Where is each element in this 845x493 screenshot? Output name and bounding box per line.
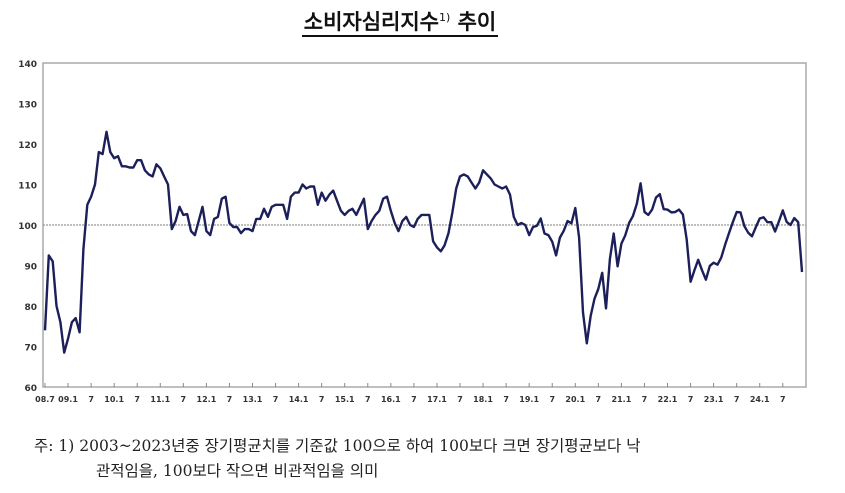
- x-tick-label: 7: [411, 395, 417, 404]
- x-tick-label: 7: [88, 395, 94, 404]
- series-line: [43, 130, 804, 354]
- x-tick-label: 7: [642, 395, 648, 404]
- x-tick-label: 16.1: [381, 395, 401, 404]
- y-tick-label: 130: [18, 101, 37, 111]
- x-tick-label: 11.1: [150, 395, 170, 404]
- footnote-line-1: 주: 1) 2003~2023년중 장기평균치를 기준값 100으로 하여 10…: [34, 437, 641, 455]
- x-tick-label: 7: [549, 395, 555, 404]
- x-tick-label: 7: [503, 395, 509, 404]
- title-suffix: 추이: [457, 10, 497, 34]
- x-tick-label: 19.1: [519, 395, 539, 404]
- x-tick-label: 7: [734, 395, 740, 404]
- chart-title: 소비자심리지수1) 추이: [0, 6, 800, 37]
- x-tick-label: 13.1: [243, 395, 263, 404]
- x-tick-label: 7: [365, 395, 371, 404]
- x-tick-label: 7: [688, 395, 694, 404]
- x-tick-label: 7: [227, 395, 233, 404]
- y-tick-label: 60: [24, 384, 37, 394]
- line-chart: 60 70 80 90 100 110 120 130 140 08.7 09.1 7 10.1 7 11.…: [18, 60, 807, 404]
- x-tick-label: 7: [596, 395, 602, 404]
- x-tick-label: 24.1: [750, 395, 770, 404]
- y-tick-label: 140: [18, 60, 37, 70]
- x-tick-label: 10.1: [104, 395, 124, 404]
- title-footnote-mark: 1): [439, 11, 451, 24]
- x-tick-label: 7: [134, 395, 140, 404]
- x-tick-label: 23.1: [704, 395, 724, 404]
- y-tick-label: 90: [24, 263, 37, 273]
- x-tick-label: 17.1: [427, 395, 447, 404]
- y-tick-label: 100: [18, 222, 37, 232]
- title-text: 소비자심리지수: [303, 10, 439, 34]
- y-tick-label: 120: [18, 141, 37, 151]
- x-tick-label: 20.1: [565, 395, 585, 404]
- x-tick-label: 14.1: [289, 395, 309, 404]
- x-tick-label: 7: [457, 395, 463, 404]
- y-tick-label: 80: [24, 303, 37, 313]
- y-tick-label: 70: [24, 344, 37, 354]
- x-tick-label: 7: [780, 395, 786, 404]
- y-tick-label: 110: [18, 182, 37, 192]
- x-tick-label: 18.1: [473, 395, 493, 404]
- x-tick-label: 21.1: [612, 395, 632, 404]
- x-tick-label: 7: [319, 395, 325, 404]
- footnote-line-2: 관적임을, 100보다 작으면 비관적임을 의미: [96, 462, 379, 480]
- x-tick-label: 7: [181, 395, 187, 404]
- x-tick-label: 12.1: [197, 395, 217, 404]
- x-tick-label: 15.1: [335, 395, 355, 404]
- x-tick-label: 08.7: [35, 395, 55, 404]
- x-tick-label: 09.1: [58, 395, 78, 404]
- x-tick-label: 7: [273, 395, 279, 404]
- x-tick-label: 22.1: [658, 395, 678, 404]
